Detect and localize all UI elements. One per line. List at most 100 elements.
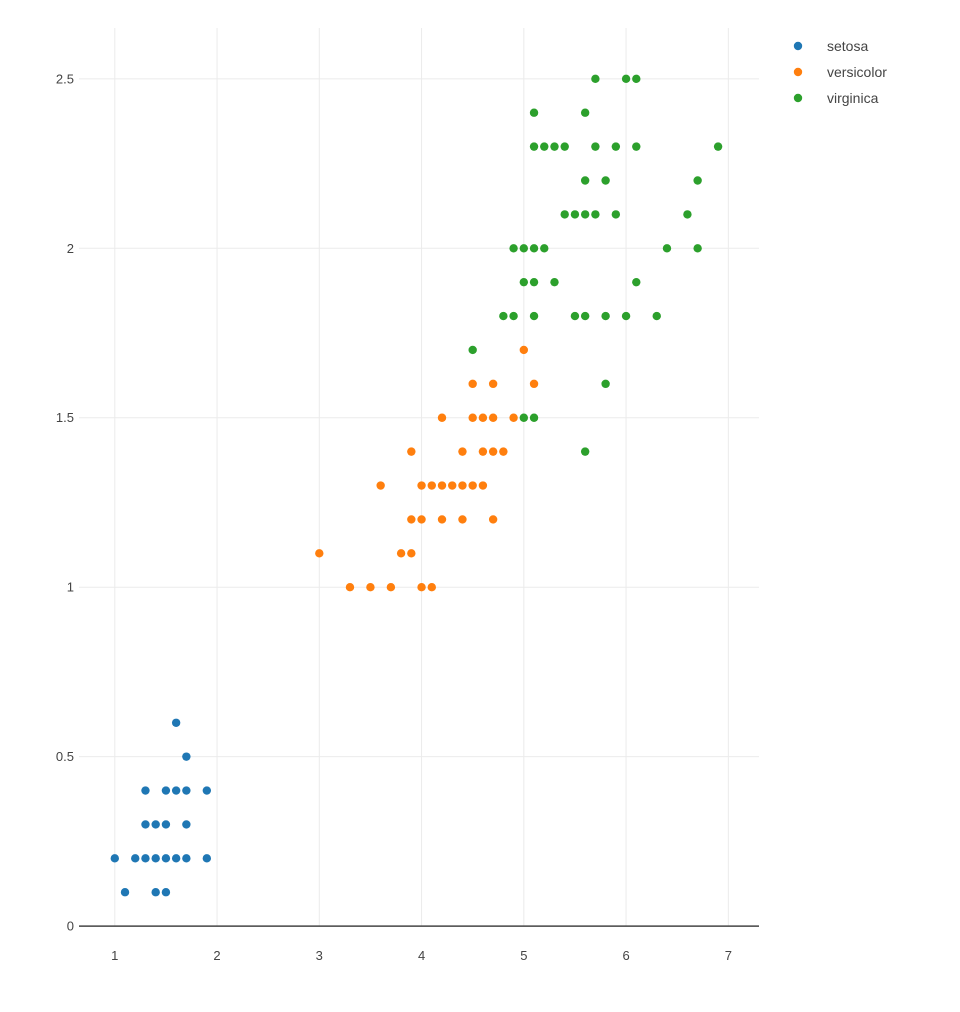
point-virginica bbox=[580, 447, 590, 456]
x-tick-label: 3 bbox=[316, 948, 323, 963]
legend-marker-setosa bbox=[793, 41, 803, 51]
point-versicolor bbox=[417, 583, 426, 592]
point-versicolor bbox=[478, 413, 488, 422]
point-virginica bbox=[611, 142, 621, 151]
point-setosa bbox=[151, 888, 160, 897]
point-setosa bbox=[151, 820, 160, 829]
point-virginica bbox=[591, 142, 600, 151]
legend-marker-versicolor bbox=[793, 67, 803, 77]
x-tick-label: 4 bbox=[418, 948, 425, 963]
point-setosa bbox=[171, 718, 181, 727]
x-tick-label: 6 bbox=[622, 948, 629, 963]
point-setosa bbox=[182, 752, 191, 761]
point-virginica bbox=[632, 142, 641, 151]
point-versicolor bbox=[386, 583, 396, 592]
point-virginica bbox=[621, 311, 631, 321]
point-virginica bbox=[662, 244, 672, 253]
point-setosa bbox=[161, 786, 171, 795]
point-versicolor bbox=[478, 481, 488, 490]
point-versicolor bbox=[458, 447, 467, 456]
axes: 1 2 3 4 5 6 7 0 0.5 1 1.5 2 2.5 bbox=[56, 71, 759, 963]
point-virginica bbox=[580, 210, 590, 219]
y-tick-label: 2 bbox=[67, 241, 74, 256]
point-versicolor bbox=[488, 413, 498, 422]
point-versicolor bbox=[417, 481, 426, 490]
point-versicolor bbox=[437, 413, 447, 422]
y-tick-label: 2.5 bbox=[56, 71, 74, 86]
point-versicolor bbox=[427, 481, 436, 490]
point-versicolor bbox=[407, 515, 416, 524]
point-virginica bbox=[509, 244, 518, 253]
point-versicolor bbox=[437, 481, 447, 490]
point-virginica bbox=[580, 176, 590, 185]
point-virginica bbox=[683, 210, 692, 219]
grid bbox=[79, 28, 759, 927]
point-virginica bbox=[601, 176, 610, 185]
legend-label-virginica: virginica bbox=[827, 90, 879, 106]
point-virginica bbox=[519, 277, 529, 287]
point-virginica bbox=[560, 142, 569, 151]
point-versicolor bbox=[417, 515, 426, 524]
point-versicolor bbox=[407, 549, 416, 558]
legend-label-versicolor: versicolor bbox=[827, 64, 887, 80]
point-virginica bbox=[540, 244, 549, 253]
point-versicolor bbox=[376, 481, 385, 490]
point-setosa bbox=[110, 854, 119, 863]
point-versicolor bbox=[488, 447, 498, 456]
point-virginica bbox=[601, 379, 610, 389]
point-versicolor bbox=[315, 549, 324, 558]
point-virginica bbox=[621, 74, 631, 84]
point-virginica bbox=[519, 244, 529, 253]
point-virginica bbox=[540, 142, 549, 151]
point-setosa bbox=[202, 854, 212, 863]
point-virginica bbox=[529, 413, 539, 422]
point-virginica bbox=[529, 108, 539, 117]
point-virginica bbox=[632, 74, 641, 84]
y-tick-label: 0.5 bbox=[56, 749, 74, 764]
point-versicolor bbox=[458, 515, 467, 524]
point-versicolor bbox=[509, 413, 518, 422]
point-versicolor bbox=[427, 583, 436, 592]
point-virginica bbox=[529, 277, 539, 287]
y-tick-label: 1 bbox=[67, 580, 74, 595]
point-versicolor bbox=[499, 447, 508, 456]
point-versicolor bbox=[407, 447, 416, 456]
point-versicolor bbox=[468, 413, 477, 422]
point-setosa bbox=[171, 854, 181, 863]
point-versicolor bbox=[529, 379, 539, 389]
point-virginica bbox=[693, 176, 702, 185]
x-tick-label: 1 bbox=[111, 948, 118, 963]
legend: setosa versicolor virginica bbox=[793, 38, 887, 106]
point-virginica bbox=[570, 210, 580, 219]
point-virginica bbox=[468, 345, 477, 355]
point-virginica bbox=[529, 311, 539, 321]
point-virginica bbox=[499, 311, 508, 321]
point-virginica bbox=[550, 277, 559, 287]
point-virginica bbox=[529, 142, 539, 151]
point-setosa bbox=[161, 820, 171, 829]
point-virginica bbox=[601, 311, 610, 321]
point-setosa bbox=[141, 820, 150, 829]
x-tick-label: 5 bbox=[520, 948, 527, 963]
point-setosa bbox=[182, 854, 191, 863]
point-versicolor bbox=[468, 379, 477, 389]
legend-label-setosa: setosa bbox=[827, 38, 868, 54]
point-virginica bbox=[580, 311, 590, 321]
x-tick-label: 2 bbox=[213, 948, 220, 963]
point-virginica bbox=[713, 142, 723, 151]
point-versicolor bbox=[448, 481, 457, 490]
point-versicolor bbox=[468, 481, 477, 490]
point-virginica bbox=[519, 413, 529, 422]
y-tick-label: 0 bbox=[67, 919, 74, 934]
point-versicolor bbox=[345, 583, 355, 592]
data-points bbox=[110, 74, 723, 897]
point-virginica bbox=[560, 210, 569, 219]
point-virginica bbox=[693, 244, 702, 253]
point-setosa bbox=[171, 786, 181, 795]
point-versicolor bbox=[519, 345, 529, 355]
point-virginica bbox=[580, 108, 590, 117]
y-tick-label: 1.5 bbox=[56, 410, 74, 425]
point-setosa bbox=[202, 786, 212, 795]
point-setosa bbox=[141, 786, 150, 795]
